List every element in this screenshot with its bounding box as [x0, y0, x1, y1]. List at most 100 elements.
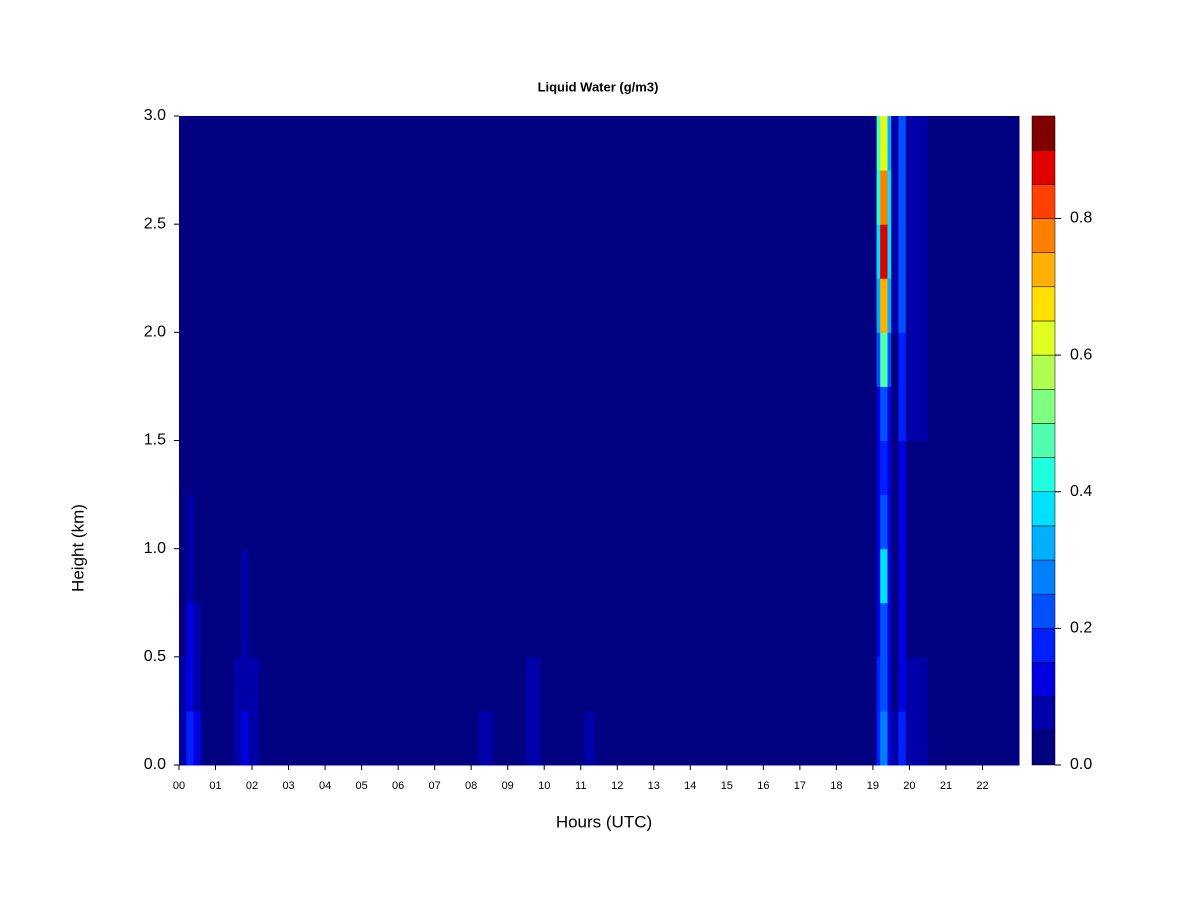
heat-cell [241, 656, 249, 712]
heat-cell [241, 386, 249, 441]
heat-cell [200, 602, 235, 658]
heat-cell [200, 440, 235, 496]
heat-cell [233, 602, 242, 658]
heat-cell [584, 656, 596, 712]
heat-cell [200, 710, 235, 766]
heat-cell [248, 440, 260, 496]
heat-cell [964, 278, 1020, 333]
heat-cell [964, 386, 1020, 441]
heat-cell [478, 116, 494, 171]
colorbar-box [1031, 628, 1056, 663]
heat-cell [259, 116, 479, 171]
heat-cell [233, 494, 242, 550]
heat-cell [898, 224, 907, 279]
heat-cell [880, 656, 889, 712]
heat-cell [540, 602, 585, 658]
heat-cell [595, 602, 878, 658]
x-tick-label: 05 [355, 780, 367, 792]
heat-cell [233, 170, 242, 225]
heat-cell [241, 548, 249, 604]
heat-cell [898, 332, 907, 387]
colorbar-box [1031, 320, 1056, 356]
heat-cell [584, 440, 596, 496]
heat-cell [876, 440, 881, 496]
heat-cell [891, 440, 899, 496]
colorbar-box [1031, 559, 1056, 595]
heat-cell [233, 710, 242, 766]
heat-cell [186, 656, 195, 712]
heat-cell [880, 602, 889, 658]
heat-cell [540, 548, 585, 604]
colorbar-tick-label: 0.6 [1070, 346, 1092, 363]
heat-cell [964, 332, 1020, 387]
heat-cell [179, 332, 187, 387]
heat-cell [241, 332, 249, 387]
x-tick-label: 18 [830, 780, 842, 792]
heat-cell [898, 548, 907, 604]
heat-cell [525, 224, 542, 279]
heat-cell [876, 332, 881, 387]
heat-cell [887, 440, 892, 496]
heat-cell [905, 602, 929, 658]
heat-cell [595, 116, 878, 171]
heat-cell [595, 656, 878, 712]
heat-cell [540, 116, 585, 171]
heat-cell [540, 710, 585, 766]
heat-cell [898, 278, 907, 333]
heat-cell [887, 710, 892, 766]
colorbar-box [1031, 218, 1056, 253]
heat-cell [525, 332, 542, 387]
heat-cell [493, 170, 527, 225]
heat-cell [200, 224, 235, 279]
y-tick-label: 0.0 [144, 756, 166, 773]
heat-cell [905, 278, 929, 333]
heat-cell [248, 116, 260, 171]
colorbar-box [1031, 491, 1056, 527]
heat-cell [248, 602, 260, 658]
colorbar-box [1031, 593, 1056, 629]
x-tick-label: 16 [757, 780, 769, 792]
heat-cell [241, 170, 249, 225]
heat-cell [887, 170, 892, 225]
y-tick-label: 0.5 [144, 648, 166, 665]
heat-cell [880, 710, 889, 766]
heat-cell [584, 170, 596, 225]
heat-cell [478, 224, 494, 279]
heat-cell [233, 548, 242, 604]
heat-cell [595, 332, 878, 387]
heat-cell [493, 602, 527, 658]
heat-cell [927, 548, 965, 604]
heat-cell [200, 494, 235, 550]
heat-cell [241, 710, 249, 766]
x-tick-label: 11 [575, 780, 586, 792]
colorbar-box [1031, 354, 1056, 390]
heat-cell [493, 548, 527, 604]
heat-cell [478, 494, 494, 550]
heat-cell [595, 170, 878, 225]
heat-cell [584, 332, 596, 387]
heat-cell [927, 656, 965, 712]
heat-cell [891, 332, 899, 387]
x-tick-label: 04 [319, 780, 331, 792]
heat-cell [876, 170, 881, 225]
x-tick-label: 08 [465, 780, 477, 792]
heat-cell [880, 170, 889, 225]
heat-cell [493, 710, 527, 766]
heat-cell [186, 548, 195, 604]
heat-cell [525, 278, 542, 333]
heat-cell [248, 170, 260, 225]
heat-cell [964, 494, 1020, 550]
x-tick-label: 14 [684, 780, 696, 792]
heat-cell [186, 332, 195, 387]
heat-cell [887, 494, 892, 550]
heat-cell [525, 440, 542, 496]
x-tick-label: 21 [940, 780, 952, 792]
heat-cell [927, 224, 965, 279]
heat-cell [193, 440, 202, 496]
x-axis-label: Hours (UTC) [556, 812, 652, 831]
heat-cell [186, 116, 195, 171]
heat-cell [880, 278, 889, 333]
heat-cell [186, 440, 195, 496]
heat-cell [880, 440, 889, 496]
x-tick-label: 22 [976, 780, 988, 792]
